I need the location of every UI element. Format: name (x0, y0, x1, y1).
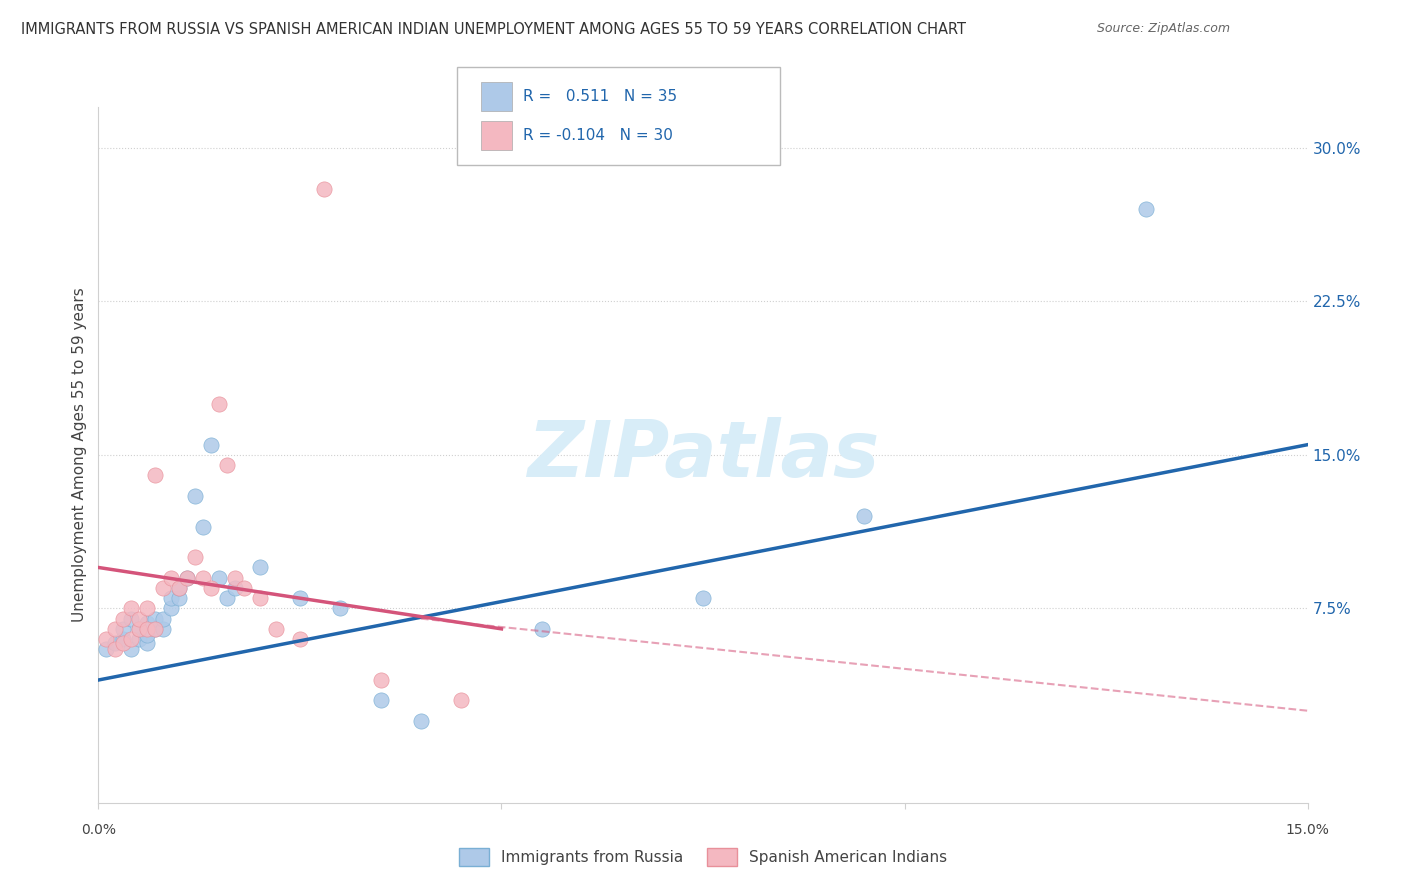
Point (167, 591, 190, 606)
Point (370, 693, 392, 707)
Point (120, 601, 142, 615)
Point (128, 622, 150, 636)
Point (530, 622, 553, 636)
Point (128, 622, 150, 636)
Point (193, 571, 215, 585)
Text: R = -0.104   N = 30: R = -0.104 N = 30 (523, 128, 673, 143)
Text: 15.0%: 15.0% (1285, 823, 1330, 838)
Point (853, 509, 876, 524)
Text: ZIPatlas: ZIPatlas (527, 417, 879, 493)
Point (232, 581, 254, 595)
Point (152, 622, 174, 636)
Point (167, 581, 190, 595)
Point (1135, 202, 1157, 217)
Point (120, 632, 142, 646)
Point (167, 581, 190, 595)
Point (160, 601, 183, 615)
Point (120, 642, 142, 657)
Point (103, 636, 125, 650)
Text: IMMIGRANTS FROM RUSSIA VS SPANISH AMERICAN INDIAN UNEMPLOYMENT AMONG AGES 55 TO : IMMIGRANTS FROM RUSSIA VS SPANISH AMERIC… (21, 22, 966, 37)
Point (96, 642, 118, 657)
Point (135, 628, 157, 642)
Point (224, 581, 246, 595)
Point (111, 636, 134, 650)
Point (224, 571, 246, 585)
Point (176, 571, 198, 585)
Point (152, 612, 174, 626)
Point (288, 591, 311, 606)
Point (143, 622, 166, 636)
Point (135, 615, 157, 630)
Legend: Immigrants from Russia, Spanish American Indians: Immigrants from Russia, Spanish American… (453, 842, 953, 871)
Point (120, 612, 142, 626)
Point (135, 601, 157, 615)
Point (692, 591, 714, 606)
Point (111, 612, 134, 626)
Point (184, 550, 207, 565)
Point (217, 458, 239, 472)
Point (176, 571, 198, 585)
Y-axis label: Unemployment Among Ages 55 to 59 years: Unemployment Among Ages 55 to 59 years (72, 287, 87, 623)
Point (160, 571, 183, 585)
Point (128, 612, 150, 626)
Text: Source: ZipAtlas.com: Source: ZipAtlas.com (1097, 22, 1230, 36)
Point (409, 714, 432, 728)
Point (200, 581, 222, 595)
Point (208, 397, 231, 411)
Point (288, 632, 311, 646)
Point (111, 632, 134, 646)
Point (193, 519, 215, 533)
Point (217, 591, 239, 606)
Point (264, 622, 287, 636)
Point (103, 622, 125, 636)
Point (200, 438, 222, 452)
Point (184, 489, 207, 503)
Point (450, 693, 472, 707)
Point (249, 560, 271, 574)
Point (128, 632, 150, 646)
Point (370, 673, 392, 687)
Point (314, 182, 336, 196)
Point (135, 636, 157, 650)
Point (152, 581, 174, 595)
Point (135, 622, 157, 636)
Point (160, 591, 183, 606)
Point (111, 622, 134, 636)
Point (143, 468, 166, 483)
Point (143, 622, 166, 636)
Text: 0.0%: 0.0% (82, 823, 115, 838)
Point (249, 591, 271, 606)
Point (329, 601, 352, 615)
Point (143, 612, 166, 626)
Point (103, 642, 125, 657)
Point (208, 571, 231, 585)
Point (96, 632, 118, 646)
Text: R =   0.511   N = 35: R = 0.511 N = 35 (523, 89, 678, 103)
